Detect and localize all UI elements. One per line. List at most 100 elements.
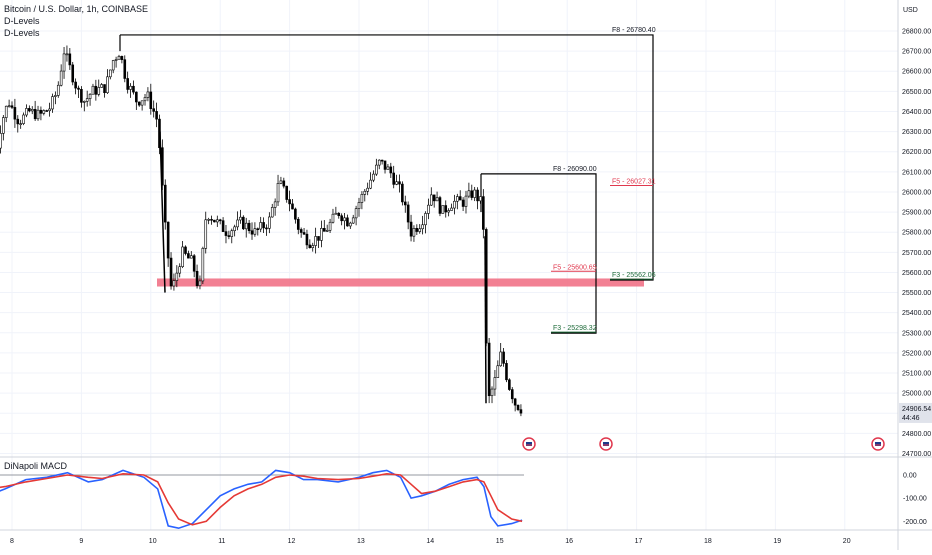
candle-body[interactable]	[453, 200, 456, 209]
candle-body[interactable]	[189, 255, 193, 259]
candle-body[interactable]	[187, 253, 190, 259]
candle-body[interactable]	[467, 190, 471, 197]
candle-body[interactable]	[166, 221, 170, 259]
candle-body[interactable]	[146, 91, 150, 98]
candle-body[interactable]	[16, 118, 20, 125]
candle-body[interactable]	[244, 222, 248, 230]
candle-body[interactable]	[346, 217, 349, 227]
candle-body[interactable]	[464, 195, 468, 207]
candle-body[interactable]	[510, 389, 514, 400]
candle-body[interactable]	[421, 224, 424, 230]
candle-body[interactable]	[239, 216, 242, 221]
candle-body[interactable]	[435, 197, 439, 202]
candle-body[interactable]	[424, 213, 427, 226]
candle-body[interactable]	[192, 255, 196, 272]
candle-body[interactable]	[357, 202, 361, 209]
candle-body[interactable]	[262, 222, 265, 229]
event-flags[interactable]	[522, 437, 885, 451]
candle-body[interactable]	[132, 85, 135, 93]
candle-body[interactable]	[152, 108, 155, 112]
candle-body[interactable]	[22, 114, 25, 124]
candle-body[interactable]	[470, 190, 474, 198]
candle-body[interactable]	[317, 236, 320, 241]
candle-body[interactable]	[80, 89, 83, 103]
candle-body[interactable]	[201, 248, 205, 282]
candle-body[interactable]	[247, 222, 251, 232]
candle-body[interactable]	[109, 69, 112, 78]
candle-body[interactable]	[441, 205, 445, 214]
candle-body[interactable]	[516, 404, 520, 410]
candle-body[interactable]	[71, 64, 75, 83]
candle-body[interactable]	[499, 351, 502, 367]
candle-body[interactable]	[97, 87, 101, 95]
candle-body[interactable]	[213, 219, 216, 223]
candle-body[interactable]	[291, 203, 294, 210]
candle-body[interactable]	[285, 185, 289, 200]
candle-body[interactable]	[42, 110, 46, 114]
candle-body[interactable]	[444, 205, 448, 213]
candle-body[interactable]	[354, 208, 358, 219]
candle-body[interactable]	[204, 219, 208, 249]
indicator-label-1[interactable]: D-Levels	[4, 16, 40, 26]
candle-body[interactable]	[103, 84, 106, 94]
candle-body[interactable]	[432, 194, 436, 202]
candle-body[interactable]	[39, 109, 43, 114]
candle-body[interactable]	[340, 215, 343, 222]
candle-body[interactable]	[242, 216, 245, 230]
candle-body[interactable]	[366, 187, 369, 192]
candle-body[interactable]	[401, 183, 404, 203]
candle-body[interactable]	[62, 53, 66, 72]
candle-body[interactable]	[270, 207, 274, 218]
candle-body[interactable]	[389, 166, 393, 174]
candle-body[interactable]	[305, 233, 309, 246]
candle-body[interactable]	[224, 231, 228, 236]
candle-body[interactable]	[479, 196, 482, 202]
candle-body[interactable]	[302, 232, 306, 235]
candle-body[interactable]	[513, 398, 517, 406]
candle-body[interactable]	[178, 266, 182, 274]
candle-body[interactable]	[48, 108, 51, 112]
candles-group[interactable]	[0, 45, 523, 417]
candle-body[interactable]	[123, 59, 127, 79]
candle-body[interactable]	[377, 159, 381, 166]
candle-body[interactable]	[10, 105, 14, 108]
candle-body[interactable]	[351, 217, 355, 224]
candle-body[interactable]	[77, 87, 80, 90]
candle-body[interactable]	[4, 105, 8, 118]
candle-body[interactable]	[461, 199, 465, 207]
candle-body[interactable]	[360, 194, 364, 203]
candle-body[interactable]	[106, 76, 109, 94]
candle-body[interactable]	[447, 210, 450, 213]
candle-body[interactable]	[54, 95, 57, 97]
candle-body[interactable]	[450, 207, 453, 211]
candle-body[interactable]	[82, 100, 86, 103]
candle-body[interactable]	[334, 212, 338, 215]
candle-body[interactable]	[282, 180, 286, 187]
candle-body[interactable]	[140, 100, 144, 106]
candle-body[interactable]	[158, 118, 161, 149]
candle-body[interactable]	[314, 236, 317, 246]
candle-body[interactable]	[349, 222, 352, 227]
candle-body[interactable]	[216, 219, 219, 223]
candle-body[interactable]	[299, 229, 303, 233]
candle-body[interactable]	[36, 109, 40, 120]
candle-body[interactable]	[415, 228, 419, 232]
candle-body[interactable]	[505, 363, 508, 381]
candle-body[interactable]	[259, 222, 262, 230]
candle-body[interactable]	[30, 109, 34, 112]
candle-body[interactable]	[418, 228, 422, 232]
candle-body[interactable]	[438, 197, 442, 214]
candle-body[interactable]	[490, 388, 494, 397]
candle-body[interactable]	[91, 85, 95, 95]
candle-body[interactable]	[308, 244, 312, 248]
candle-body[interactable]	[111, 60, 115, 71]
candle-body[interactable]	[114, 59, 118, 61]
candle-body[interactable]	[28, 108, 31, 112]
candle-body[interactable]	[88, 93, 92, 99]
candle-body[interactable]	[256, 228, 260, 230]
candle-body[interactable]	[273, 201, 277, 208]
candle-body[interactable]	[386, 166, 390, 170]
candle-body[interactable]	[395, 181, 398, 185]
candle-body[interactable]	[233, 226, 236, 232]
candle-body[interactable]	[137, 101, 141, 106]
